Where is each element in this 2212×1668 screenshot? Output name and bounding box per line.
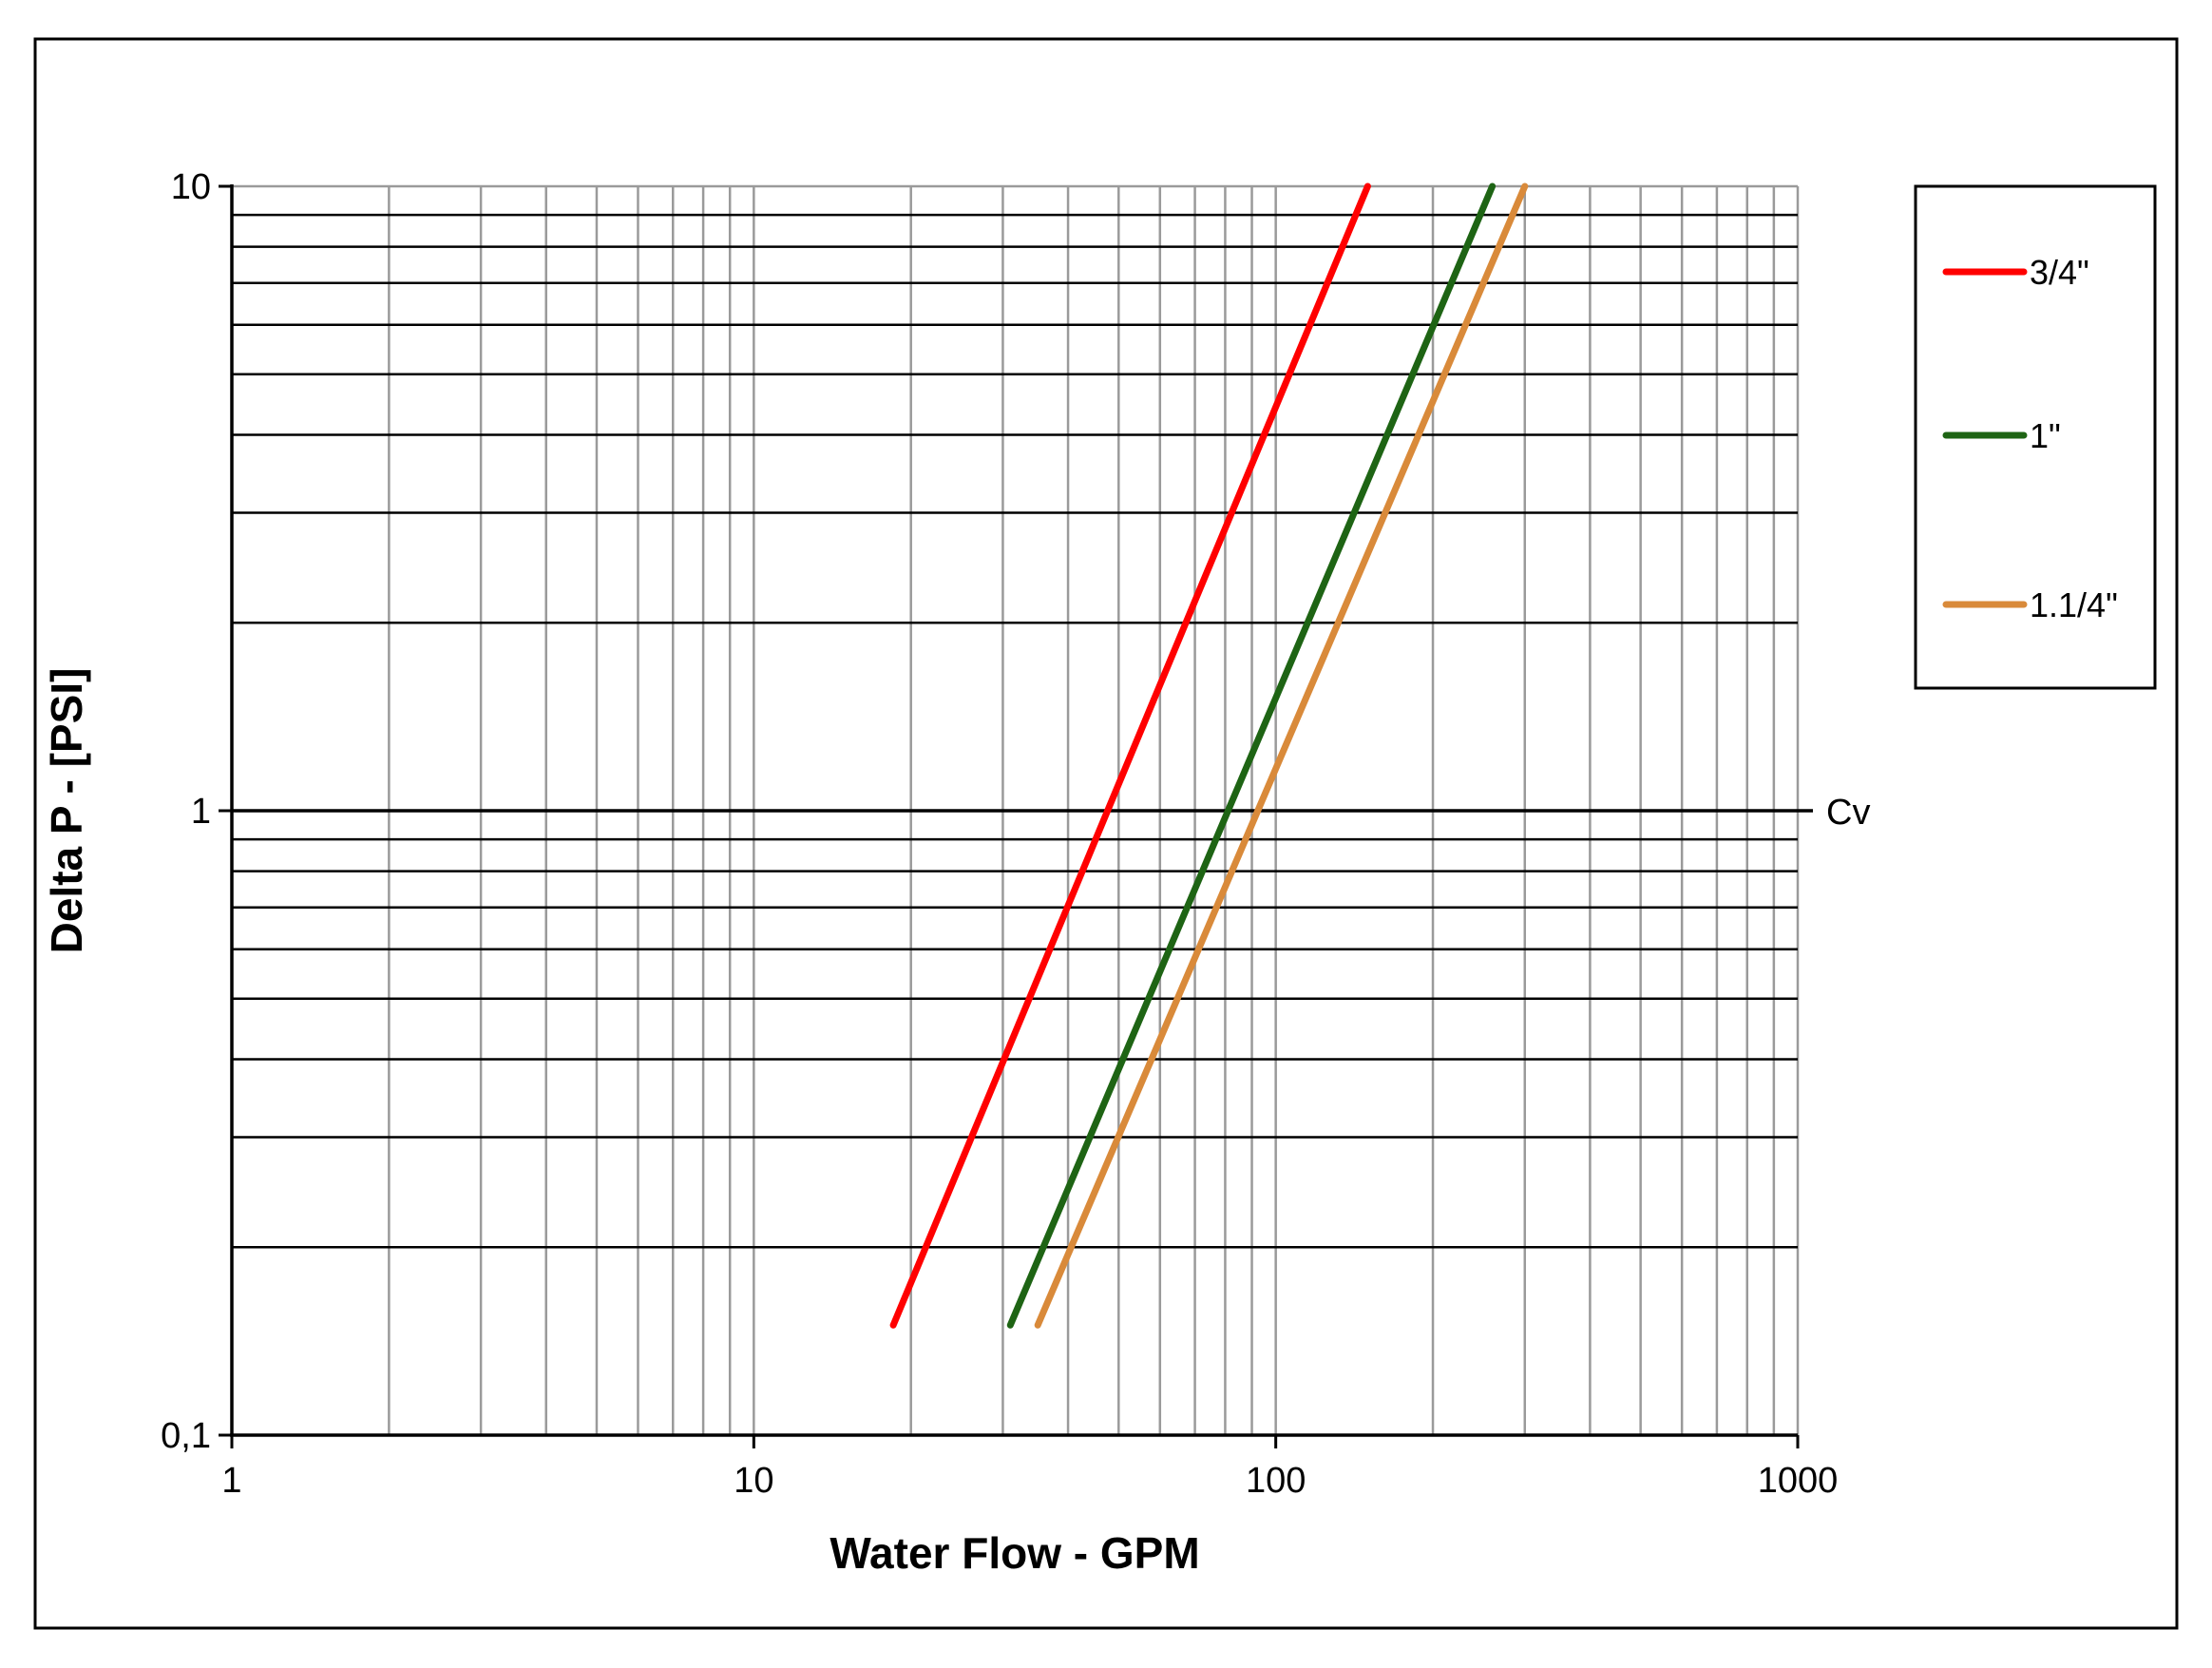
x-tick-label: 10 — [734, 1461, 773, 1501]
series-line-0 — [889, 182, 1371, 1329]
series-group — [889, 182, 1529, 1329]
legend-label-1: 1" — [2030, 416, 2061, 455]
series-line-2 — [1034, 182, 1529, 1329]
y-tick-label: 0,1 — [161, 1416, 211, 1456]
x-tick-label: 1 — [221, 1461, 241, 1501]
x-tick-label: 1000 — [1758, 1461, 1839, 1501]
y-axis-title: Delta P - [PSI] — [42, 668, 91, 954]
grid — [232, 184, 1813, 1435]
x-tick-label: 100 — [1246, 1461, 1306, 1501]
legend-label-2: 1.1/4" — [2030, 585, 2118, 624]
legend: 3/4" 1" 1.1/4" — [1914, 184, 2157, 690]
series-line-1 — [1006, 182, 1497, 1329]
x-axis-title: Water Flow - GPM — [830, 1528, 1199, 1578]
legend-label-0: 3/4" — [2030, 253, 2089, 292]
cv-annotation: Cv — [1826, 793, 1870, 833]
y-tick-label: 10 — [171, 167, 211, 207]
outer-frame — [33, 37, 2179, 1630]
y-tick-label: 1 — [191, 792, 211, 832]
